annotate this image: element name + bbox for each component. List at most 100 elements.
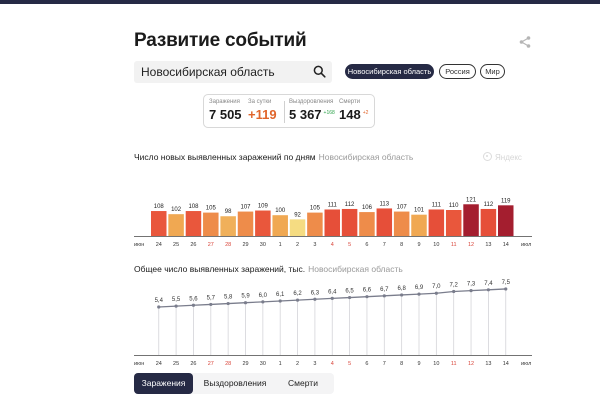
- bar-value-label: 107: [397, 205, 408, 211]
- data-point[interactable]: [278, 299, 282, 303]
- x-tick-label: 13: [485, 242, 491, 248]
- bar[interactable]: [237, 211, 254, 236]
- stat-recoveries-value: 5 367: [289, 107, 322, 122]
- yandex-watermark-text: Яндекс: [495, 153, 522, 162]
- bar-value-label: 121: [466, 197, 477, 203]
- data-point[interactable]: [209, 302, 213, 307]
- point-value-label: 6,0: [259, 293, 268, 299]
- bar[interactable]: [151, 211, 167, 236]
- x-tick-label: 30: [260, 361, 266, 365]
- chart-new-cases-title: Число новых выявленных заражений по дням…: [134, 152, 413, 162]
- data-point[interactable]: [226, 301, 230, 306]
- new-cases-bar-chart: 1082410225108261052798281072910930100192…: [134, 197, 532, 248]
- x-tick-label: 7: [383, 361, 386, 365]
- data-point[interactable]: [469, 289, 473, 293]
- data-point[interactable]: [261, 300, 265, 304]
- region-pill-world[interactable]: Мир: [480, 64, 505, 79]
- data-point[interactable]: [243, 301, 248, 305]
- x-tick-label: 7: [383, 242, 386, 248]
- bar[interactable]: [220, 216, 236, 236]
- stats-card: Заражения 7 505 За сутки +119 Выздоровле…: [203, 94, 375, 128]
- data-point[interactable]: [400, 293, 404, 297]
- bar[interactable]: [498, 205, 514, 236]
- data-point[interactable]: [174, 304, 178, 308]
- bar-value-label: 108: [188, 204, 199, 210]
- search-icon[interactable]: [313, 65, 326, 78]
- bar[interactable]: [307, 212, 323, 236]
- bar[interactable]: [480, 208, 497, 236]
- point-value-label: 6,8: [397, 286, 406, 292]
- data-point[interactable]: [191, 303, 196, 307]
- bar[interactable]: [203, 212, 219, 236]
- data-point[interactable]: [313, 297, 317, 301]
- data-point[interactable]: [504, 287, 508, 291]
- bar[interactable]: [185, 211, 202, 236]
- region-pill-russia[interactable]: Россия: [439, 64, 476, 79]
- stat-deaths-value: 148: [339, 107, 361, 122]
- point-value-label: 6,5: [345, 289, 354, 295]
- stat-recoveries-label: Выздоровления: [289, 99, 334, 105]
- data-point[interactable]: [157, 305, 161, 309]
- data-point[interactable]: [417, 292, 421, 296]
- bar-value-label: 110: [449, 203, 459, 209]
- tab-deaths[interactable]: Смерти: [288, 378, 318, 388]
- bar[interactable]: [393, 211, 410, 236]
- region-pill-novosibirsk[interactable]: Новосибирская область: [345, 64, 434, 79]
- yandex-watermark: Яндекс: [483, 152, 522, 162]
- search-value: Новосибирская область: [141, 65, 275, 79]
- bar[interactable]: [168, 214, 184, 236]
- stat-infections-label: Заражения: [209, 99, 240, 105]
- bar[interactable]: [411, 214, 427, 236]
- bar[interactable]: [376, 208, 393, 236]
- bar[interactable]: [445, 210, 462, 236]
- x-tick-label: 1: [279, 361, 282, 365]
- data-point[interactable]: [330, 296, 334, 300]
- point-value-label: 5,9: [241, 294, 250, 300]
- x-tick-label: 6: [365, 361, 368, 365]
- bar-value-label: 98: [225, 209, 232, 215]
- data-point[interactable]: [434, 291, 438, 295]
- bar[interactable]: [289, 219, 306, 236]
- bar[interactable]: [255, 210, 271, 236]
- tab-recoveries[interactable]: Выздоровления: [203, 378, 267, 388]
- x-tick-label: 25: [173, 242, 179, 248]
- bar-value-label: 109: [258, 204, 269, 210]
- month-start-label: июн: [134, 361, 144, 365]
- data-point[interactable]: [365, 295, 369, 299]
- bar-value-label: 119: [501, 198, 511, 204]
- x-tick-label: 26: [190, 361, 196, 365]
- data-point[interactable]: [382, 294, 386, 298]
- tab-infections[interactable]: Заражения: [134, 373, 193, 394]
- bar[interactable]: [463, 204, 479, 236]
- bar[interactable]: [359, 212, 375, 236]
- share-icon[interactable]: [518, 35, 532, 49]
- data-point[interactable]: [486, 288, 490, 292]
- x-tick-label: 11: [451, 361, 457, 365]
- data-point[interactable]: [295, 298, 300, 302]
- chart-total-cases-region: Новосибирская область: [308, 264, 403, 274]
- x-tick-label: 28: [225, 242, 231, 248]
- bar[interactable]: [272, 215, 288, 236]
- page-title: Развитие событий: [134, 30, 307, 51]
- x-tick-label: 29: [242, 242, 248, 248]
- bar-value-label: 100: [275, 208, 286, 214]
- x-tick-label: 2: [296, 361, 299, 365]
- x-tick-label: 27: [208, 361, 214, 365]
- x-tick-label: 24: [156, 361, 162, 365]
- x-tick-label: 29: [242, 361, 248, 365]
- point-value-label: 6,4: [328, 289, 337, 295]
- point-value-label: 7,4: [484, 281, 493, 287]
- x-tick-label: 8: [400, 361, 403, 365]
- data-point[interactable]: [348, 295, 352, 300]
- bar-value-label: 105: [206, 206, 217, 212]
- x-tick-label: 2: [296, 242, 299, 248]
- bar[interactable]: [324, 209, 341, 236]
- data-point[interactable]: [452, 289, 456, 294]
- region-search-input[interactable]: Новосибирская область: [134, 61, 332, 83]
- point-value-label: 6,6: [363, 288, 372, 294]
- bar[interactable]: [341, 208, 358, 236]
- x-tick-label: 14: [503, 242, 509, 248]
- x-tick-label: 30: [260, 242, 266, 248]
- bar[interactable]: [428, 209, 445, 236]
- bar-value-label: 112: [484, 202, 494, 208]
